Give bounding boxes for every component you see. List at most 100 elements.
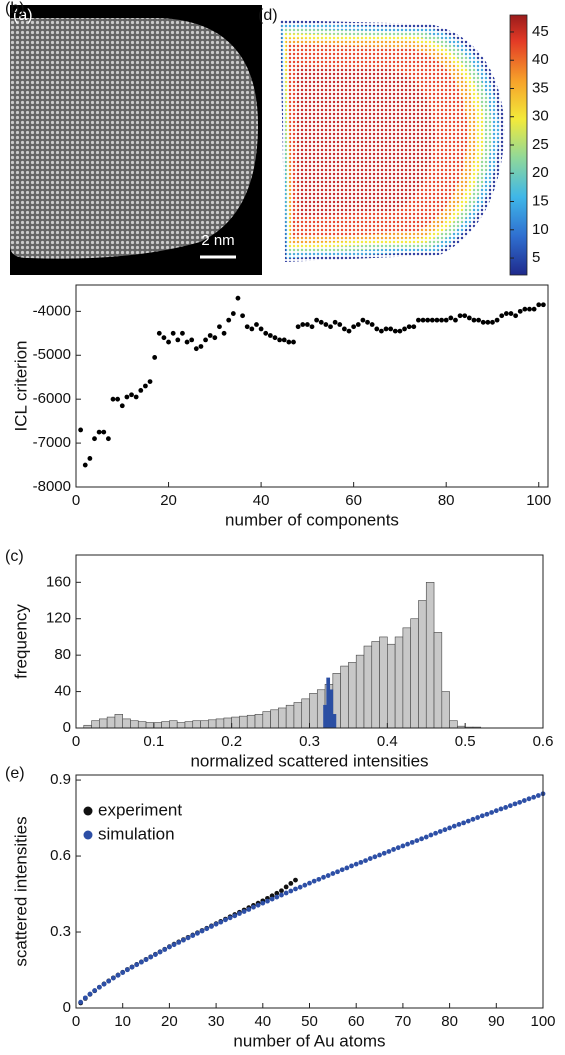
y-axis-title: ICL criterion (11, 340, 30, 431)
colorbar-tick-label: 35 (532, 79, 549, 96)
data-point (283, 890, 289, 896)
histogram-bar (184, 721, 194, 729)
data-point (175, 337, 181, 343)
data-point (148, 954, 154, 960)
data-point (115, 396, 121, 402)
data-point (443, 317, 449, 323)
data-point (209, 924, 214, 929)
x-tick-label: 0 (72, 733, 80, 750)
data-point (531, 306, 537, 312)
data-point (87, 456, 93, 461)
data-point (453, 317, 458, 323)
panel-label: (a) (13, 7, 33, 24)
data-point (195, 930, 200, 936)
data-point (263, 330, 269, 336)
histogram-bar (355, 654, 365, 729)
data-point (527, 306, 532, 312)
chart: 0 10 20 30 40 50 60 70 80 90 100 0 0.3 0.6 0.9 number o… (5, 765, 556, 1050)
data-point (318, 319, 324, 325)
data-point (223, 917, 228, 923)
data-point (143, 957, 149, 963)
data-point (428, 832, 434, 838)
data-point (395, 845, 401, 851)
colorbar-tick-label: 40 (532, 51, 549, 68)
x-tick-label: 0.5 (455, 733, 476, 750)
histogram-bar (449, 720, 458, 729)
data-point (204, 926, 210, 932)
data-point (314, 317, 320, 323)
data-point (120, 970, 126, 975)
x-tick-label: 100 (530, 1013, 555, 1030)
histogram-bar (106, 716, 116, 729)
data-point (522, 306, 528, 312)
data-point (386, 849, 392, 854)
colorbar-tick-label: 15 (532, 192, 549, 209)
histogram-bar (323, 704, 327, 729)
data-point (462, 313, 468, 319)
data-point (167, 944, 172, 950)
x-axis-title: normalized scattered intensities (190, 751, 428, 770)
data-point (217, 324, 222, 330)
y-tick-label: -4000 (33, 302, 71, 319)
data-point (279, 892, 284, 898)
data-point (339, 867, 345, 873)
data-point (203, 337, 208, 343)
data-point (246, 907, 252, 912)
data-point (157, 949, 163, 955)
data-point (419, 836, 424, 842)
colorbar-tick-label: 45 (532, 23, 549, 40)
data-point (138, 959, 144, 965)
y-axis-title: scattered intensities (11, 816, 30, 966)
histogram-bar (326, 677, 331, 729)
data-point (311, 878, 317, 884)
histogram-bar (363, 645, 373, 729)
data-point (391, 847, 396, 852)
histogram-bar (223, 717, 232, 729)
data-point (185, 935, 191, 941)
data-point (316, 876, 322, 882)
y-tick-label: 120 (46, 610, 71, 627)
data-point (381, 850, 387, 856)
data-point (269, 893, 275, 899)
data-point (198, 344, 204, 349)
data-point (119, 403, 125, 409)
data-point (241, 909, 247, 914)
data-point (434, 317, 440, 323)
data-point (457, 313, 463, 319)
data-point (323, 322, 329, 327)
histogram-bar (340, 665, 349, 729)
data-point (414, 838, 420, 843)
histogram-bar (332, 714, 337, 729)
histogram-bar (262, 711, 271, 729)
data-point (101, 429, 107, 435)
data-point (105, 436, 111, 442)
data-point (341, 326, 347, 332)
x-tick-label: 30 (208, 1013, 225, 1030)
atom-grid (276, 14, 508, 276)
data-point (365, 319, 370, 325)
data-point (521, 798, 527, 803)
histogram-bar (114, 714, 123, 729)
data-point (272, 335, 278, 341)
data-point (490, 319, 495, 325)
data-point (400, 843, 406, 849)
data-point (152, 355, 158, 360)
colorbar-tick-label: 10 (532, 221, 549, 238)
data-point (484, 811, 490, 817)
colorbar-tick-label: 20 (532, 164, 549, 181)
data-point (143, 383, 148, 389)
data-point (302, 882, 308, 888)
data-point (251, 904, 256, 910)
histogram-bar (371, 641, 380, 729)
histogram-bar (137, 721, 147, 729)
legend-label: simulation (98, 824, 175, 843)
data-point (96, 429, 102, 435)
x-tick-label: 0.4 (377, 733, 398, 750)
x-tick-label: 20 (160, 492, 177, 509)
data-point (265, 898, 270, 904)
histogram-bar (433, 632, 443, 729)
data-point (425, 317, 431, 323)
data-point (78, 427, 84, 433)
data-point (409, 839, 415, 845)
histogram-bar (208, 719, 217, 729)
